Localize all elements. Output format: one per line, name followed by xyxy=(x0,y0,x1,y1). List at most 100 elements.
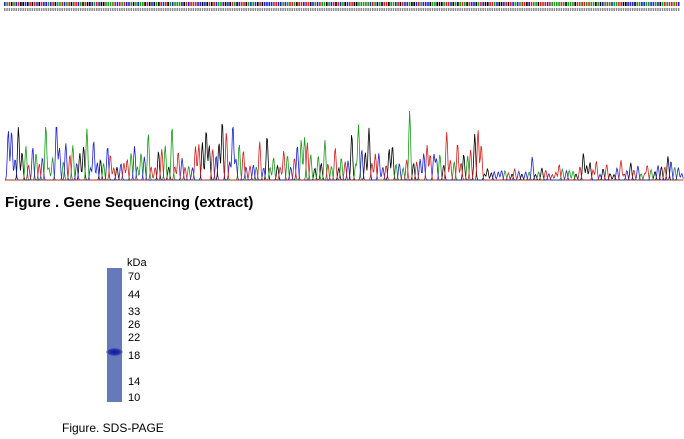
base-tick xyxy=(447,2,450,6)
base-tick xyxy=(512,2,514,6)
base-glyph xyxy=(160,8,162,11)
base-tick xyxy=(615,2,618,6)
base-tick xyxy=(254,2,257,6)
base-glyph xyxy=(470,8,473,11)
base-glyph xyxy=(399,8,402,11)
base-tick xyxy=(583,2,586,6)
marker-label: 14 xyxy=(128,376,140,388)
base-tick xyxy=(388,2,390,6)
base-glyph xyxy=(36,8,38,11)
base-tick xyxy=(519,2,521,6)
base-tick xyxy=(477,2,480,6)
base-tick xyxy=(526,2,528,6)
base-tick xyxy=(160,2,162,6)
base-tick xyxy=(277,2,280,6)
base-tick xyxy=(358,2,360,6)
base-tick xyxy=(466,2,468,6)
base-tick xyxy=(174,2,176,6)
base-glyph xyxy=(222,8,224,11)
base-glyph xyxy=(174,8,176,11)
base-tick xyxy=(576,2,579,6)
base-tick xyxy=(222,2,225,6)
base-glyph xyxy=(38,8,40,11)
base-glyph xyxy=(89,8,91,11)
base-glyph xyxy=(585,8,588,11)
base-tick xyxy=(199,2,202,6)
base-glyph xyxy=(192,8,195,11)
base-glyph xyxy=(406,8,408,11)
base-glyph xyxy=(43,8,45,11)
base-tick xyxy=(178,2,181,6)
base-tick xyxy=(604,2,606,6)
base-tick xyxy=(275,2,277,6)
base-glyph xyxy=(666,8,668,11)
base-tick xyxy=(443,2,445,6)
base-tick xyxy=(77,2,80,6)
sequencing-caption: Figure . Gene Sequencing (extract) xyxy=(5,194,253,211)
base-tick xyxy=(418,2,420,6)
base-glyph xyxy=(319,8,321,11)
base-tick xyxy=(22,2,24,6)
base-glyph xyxy=(61,8,63,11)
base-glyph xyxy=(595,8,597,11)
base-glyph xyxy=(549,8,551,11)
base-tick xyxy=(436,2,438,6)
base-tick xyxy=(661,2,664,6)
base-glyph xyxy=(510,8,512,11)
base-glyph xyxy=(484,8,487,11)
base-tick xyxy=(528,2,530,6)
base-tick xyxy=(68,2,70,6)
base-glyph xyxy=(109,8,112,11)
base-tick xyxy=(569,2,572,6)
base-tick xyxy=(551,2,553,6)
base-tick xyxy=(204,2,206,6)
base-glyph xyxy=(273,8,275,11)
base-glyph xyxy=(627,8,629,11)
base-glyph xyxy=(259,8,261,11)
base-glyph xyxy=(236,8,238,11)
base-glyph xyxy=(346,8,349,11)
base-glyph xyxy=(344,8,346,11)
base-tick xyxy=(296,2,298,6)
base-tick xyxy=(675,2,678,6)
base-tick xyxy=(399,2,402,6)
base-glyph xyxy=(263,8,266,11)
base-glyph xyxy=(452,8,454,11)
base-glyph xyxy=(305,8,307,11)
base-glyph xyxy=(330,8,333,11)
base-tick xyxy=(89,2,91,6)
base-tick xyxy=(332,2,335,6)
base-glyph xyxy=(148,8,151,11)
base-tick xyxy=(208,2,211,6)
base-glyph xyxy=(401,8,404,11)
base-glyph xyxy=(277,8,280,11)
base-glyph xyxy=(245,8,247,11)
base-tick xyxy=(52,2,54,6)
base-glyph xyxy=(50,8,52,11)
base-glyph xyxy=(84,8,86,11)
base-glyph xyxy=(139,8,142,11)
base-tick xyxy=(259,2,261,6)
base-glyph xyxy=(537,8,540,11)
base-tick xyxy=(183,2,185,6)
base-tick xyxy=(63,2,66,6)
base-glyph xyxy=(82,8,84,11)
base-tick xyxy=(507,2,510,6)
base-glyph xyxy=(275,8,277,11)
base-glyph xyxy=(240,8,243,11)
base-glyph xyxy=(498,8,500,11)
base-glyph xyxy=(519,8,521,11)
base-tick xyxy=(567,2,570,6)
base-glyph xyxy=(381,8,383,11)
base-tick xyxy=(263,2,266,6)
base-tick xyxy=(93,2,96,6)
base-tick xyxy=(181,2,183,6)
base-glyph xyxy=(215,8,218,11)
base-glyph xyxy=(211,8,213,11)
base-glyph xyxy=(535,8,537,11)
base-glyph xyxy=(592,8,595,11)
base-tick xyxy=(427,2,429,6)
base-glyph xyxy=(493,8,496,11)
base-glyph xyxy=(643,8,645,11)
